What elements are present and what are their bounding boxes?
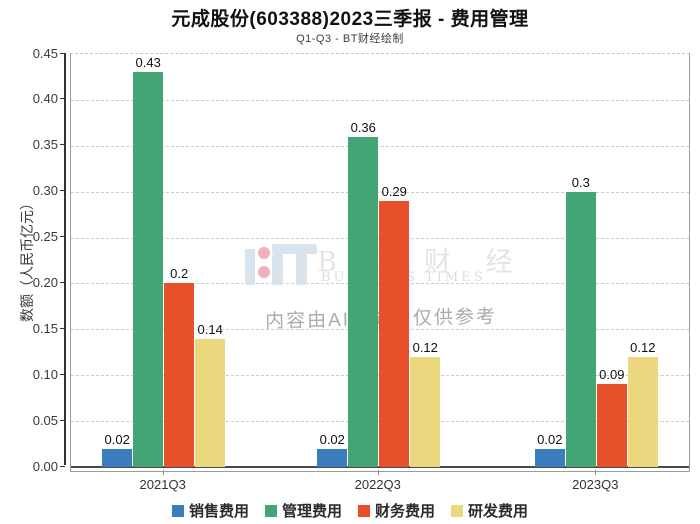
bar	[102, 448, 133, 467]
bar	[133, 72, 164, 467]
bar-value-label: 0.3	[571, 174, 590, 190]
y-tick-label: 0.05	[32, 412, 58, 428]
legend-label: 财务费用	[375, 503, 436, 520]
bar	[164, 283, 195, 467]
y-axis-tick	[60, 373, 65, 375]
x-tick-label: 2023Q3	[572, 477, 619, 492]
gridline	[71, 99, 689, 101]
y-axis-tick	[60, 98, 65, 100]
y-tick-label: 0.00	[32, 458, 58, 474]
x-axis-tick	[377, 470, 379, 475]
y-axis-tick	[60, 327, 65, 329]
legend-label: 研发费用	[468, 503, 529, 520]
x-axis-tick	[595, 470, 597, 475]
bar	[317, 448, 348, 467]
bt-logo-bar-icon	[245, 249, 255, 285]
bar	[379, 200, 410, 467]
legend-label: 销售费用	[188, 503, 249, 520]
bar-value-label: 0.29	[381, 183, 407, 199]
legend: 销售费用 管理费用 财务费用 研发费用	[0, 500, 700, 521]
bar-value-label: 0.14	[197, 321, 223, 337]
y-axis-title: 数额（人民币亿元）	[19, 196, 35, 322]
bt-logo-dot-icon	[258, 247, 270, 259]
bt-logo-leg-icon	[272, 254, 283, 285]
legend-item: 销售费用	[171, 500, 249, 521]
x-tick-label: 2022Q3	[354, 477, 401, 492]
legend-label: 管理费用	[281, 503, 342, 520]
y-axis-tick	[60, 281, 65, 283]
y-axis-tick	[60, 190, 65, 192]
legend-swatch	[451, 504, 464, 517]
legend-item: 财务费用	[358, 500, 435, 521]
bar-value-label: 0.02	[104, 431, 130, 447]
gridline	[71, 191, 689, 193]
legend-item: 管理费用	[264, 500, 342, 521]
x-tick-label: 2021Q3	[139, 477, 186, 492]
gridline	[71, 145, 689, 147]
x-axis-tick	[162, 470, 164, 475]
y-tick-label: 0.25	[32, 229, 58, 245]
y-axis-line	[64, 53, 66, 465]
bar-value-label: 0.02	[537, 431, 563, 447]
bar	[195, 338, 226, 467]
bar	[627, 356, 658, 467]
bar	[565, 191, 596, 467]
legend-swatch	[358, 504, 370, 517]
y-tick-label: 0.30	[32, 183, 58, 199]
legend-swatch	[264, 504, 277, 517]
y-axis-tick	[60, 236, 65, 238]
y-tick-label: 0.45	[32, 45, 58, 61]
y-tick-label: 0.20	[32, 274, 58, 290]
bar-value-label: 0.12	[630, 339, 656, 355]
bar	[410, 356, 441, 467]
bar-value-label: 0.12	[412, 339, 438, 355]
legend-item: 研发费用	[451, 500, 528, 521]
bt-logo-hbar-icon	[272, 244, 317, 254]
bar-value-label: 0.02	[319, 431, 345, 447]
plot-area: B T 财 经 BUSINESS TIMES 内容由AI生成，仅供参考 0.02…	[70, 53, 690, 472]
x-axis-line	[71, 466, 689, 468]
bar-value-label: 0.36	[350, 119, 376, 135]
y-tick-label: 0.10	[32, 366, 58, 382]
y-axis-tick	[60, 52, 65, 54]
y-axis-tick	[60, 419, 65, 421]
bar	[596, 384, 627, 467]
legend-swatch	[171, 504, 184, 517]
bar	[534, 448, 565, 467]
bt-logo-leg-icon	[296, 254, 307, 285]
bt-logo-dot-icon	[258, 266, 270, 278]
bar-value-label: 0.43	[135, 55, 161, 71]
chart-subtitle: Q1-Q3 - BT财经绘制	[296, 33, 404, 45]
y-tick-label: 0.35	[32, 137, 58, 153]
bar-value-label: 0.09	[599, 367, 625, 383]
y-tick-label: 0.40	[32, 91, 58, 107]
y-tick-label: 0.15	[32, 320, 58, 336]
y-axis-tick	[60, 465, 65, 467]
y-axis-tick	[60, 144, 65, 146]
bar-value-label: 0.2	[170, 266, 189, 282]
bar	[348, 136, 379, 467]
chart-title: 元成股份(603388)2023三季报 - 费用管理	[171, 9, 529, 30]
